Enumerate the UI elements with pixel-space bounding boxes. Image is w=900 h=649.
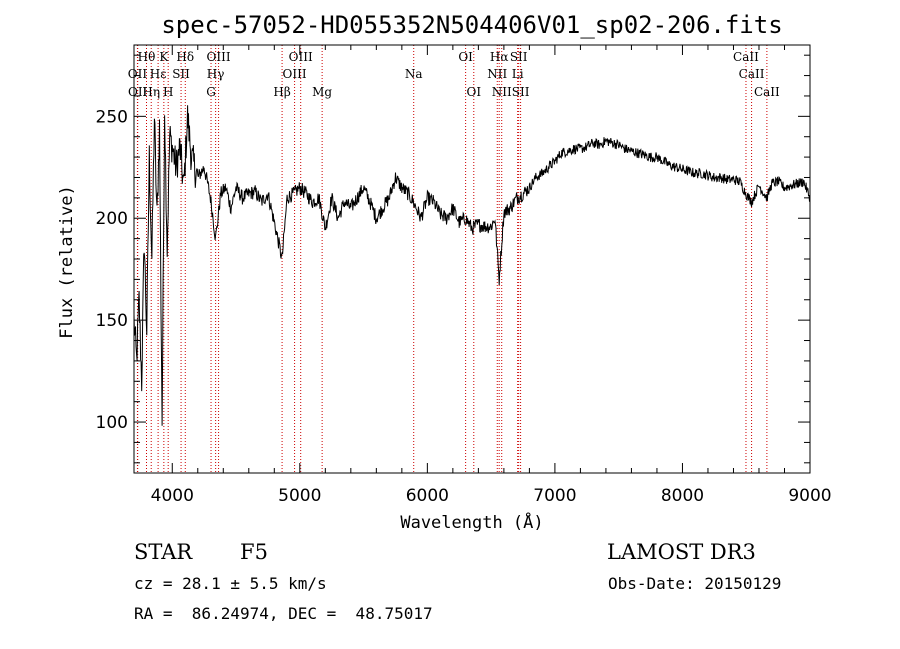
- x-axis-ticks: 4000 5000 6000 7000 8000 9000: [151, 45, 832, 506]
- spectral-line-label: Li: [512, 67, 524, 81]
- spectral-line-label: Na: [405, 67, 423, 81]
- spectral-line-label: OII: [128, 67, 148, 81]
- spectral-line-label: H: [163, 85, 173, 99]
- survey-name: LAMOST DR3: [607, 540, 756, 564]
- spectral-line-label: OI: [458, 50, 473, 64]
- x-tick-label: 8000: [661, 486, 704, 506]
- x-tick-label: 4000: [151, 486, 194, 506]
- spectral-line-label: OII: [128, 85, 148, 99]
- spectral-line-label: Hα: [490, 50, 509, 64]
- spectral-line-label: OIII: [207, 50, 231, 64]
- spectral-line-label: Hδ: [176, 50, 194, 64]
- spectral-line-label: Hε: [150, 67, 167, 81]
- y-axis-label: Flux (relative): [57, 185, 77, 339]
- spectral-line-label: OIII: [283, 67, 307, 81]
- spectral-line-label: SII: [172, 67, 190, 81]
- spectral-line-label: Hθ: [138, 50, 156, 64]
- spectral-line-label: G: [206, 85, 216, 99]
- x-tick-label: 9000: [788, 486, 831, 506]
- spectral-line-label: SII: [512, 85, 530, 99]
- spectral-line-label: Hβ: [273, 85, 290, 99]
- spectral-line-markers: [136, 45, 768, 473]
- plot-frame: [133, 44, 811, 474]
- y-tick-label: 100: [96, 413, 128, 433]
- chart-title: spec-57052-HD055352N504406V01_sp02-206.f…: [161, 11, 782, 39]
- observation-date: Obs-Date: 20150129: [608, 574, 782, 593]
- spectral-line-label: Hη: [142, 85, 160, 99]
- redshift-text: cz = 28.1 ± 5.5 km/s: [134, 574, 327, 593]
- x-tick-label: 5000: [278, 486, 321, 506]
- x-axis-label: Wavelength (Å): [400, 511, 543, 533]
- spectral-line-label: K: [159, 50, 169, 64]
- coordinates-text: RA = 86.24974, DEC = 48.75017: [134, 604, 433, 623]
- y-tick-label: 250: [96, 107, 128, 127]
- spectral-line-label: NII: [492, 85, 512, 99]
- x-tick-label: 6000: [406, 486, 449, 506]
- y-axis-ticks: 100 150 200 250: [96, 54, 810, 464]
- spectral-line-label: NII: [487, 67, 507, 81]
- y-tick-label: 200: [96, 209, 128, 229]
- y-tick-label: 150: [96, 311, 128, 331]
- spectral-line-label: OI: [466, 85, 481, 99]
- spectral-line-label: CaII: [754, 85, 780, 99]
- spectral-line-label: Hγ: [207, 67, 225, 81]
- spectral-line-label: SII: [510, 50, 528, 64]
- spectral-line-label: Mg: [312, 85, 332, 99]
- spectral-line-label: CaII: [739, 67, 765, 81]
- x-tick-label: 7000: [533, 486, 576, 506]
- spectral-line-label: CaII: [733, 50, 759, 64]
- object-type: STAR: [134, 540, 193, 564]
- spectral-line-label: OIII: [289, 50, 313, 64]
- spectral-subclass: F5: [240, 540, 268, 564]
- spectrum-series-line: [133, 105, 811, 426]
